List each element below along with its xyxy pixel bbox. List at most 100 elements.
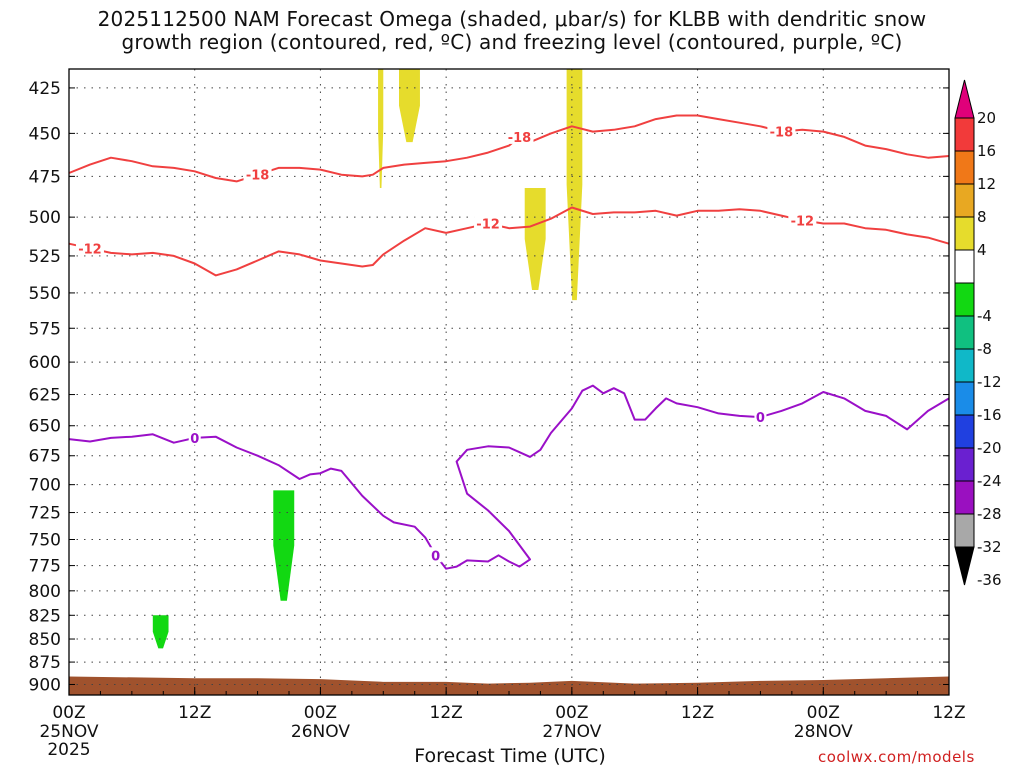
contour-line-2 <box>68 384 950 570</box>
colorbar-top-arrow <box>954 79 975 119</box>
y-tick-label: 750 <box>29 531 61 551</box>
contour-label-0-2: -18 <box>770 126 794 141</box>
y-tick-label: 800 <box>29 582 61 602</box>
contour-label-bg <box>767 123 796 139</box>
contour-lines: -18 -18 -18 -12 -12 -12 0 0 0 <box>68 114 950 570</box>
x-tick-label: 12Z <box>681 703 714 723</box>
colorbar-bottom-arrow <box>954 546 975 586</box>
colorbar-tick-label: 20 <box>977 109 996 127</box>
colorbar-bin-12 <box>954 513 975 548</box>
title-line-1: 2025112500 NAM Forecast Omega (shaded, μ… <box>97 7 927 31</box>
colorbar: 20 16 12 8 4 -4 -8 -12 -16 -20 -24 -28 -32 -36 <box>954 79 1002 589</box>
y-axis: 425 450 475 500 525 550 575 600 625 650 675 700 725 7… <box>29 79 950 695</box>
y-tick-label: 825 <box>29 606 61 626</box>
x-tick-date: 27NOV <box>542 722 601 742</box>
omega-shading <box>152 69 583 649</box>
omega-region-5 <box>152 615 169 649</box>
colorbar-tick-label: -4 <box>977 307 992 325</box>
contour-label-1-0: -12 <box>78 242 102 257</box>
x-tick-date: 25NOV <box>39 722 98 742</box>
x-tick-label: 12Z <box>178 703 211 723</box>
colorbar-tick-label: 8 <box>977 208 987 226</box>
x-tick-label: 00Z <box>52 703 85 723</box>
contour-label-0-0: -18 <box>246 169 270 184</box>
y-tick-label: 425 <box>29 79 61 99</box>
y-tick-label: 500 <box>29 208 61 228</box>
ground-area <box>69 676 949 695</box>
contour-label-bg <box>188 429 201 445</box>
y-tick-label: 650 <box>29 417 61 437</box>
omega-region-4 <box>273 490 295 601</box>
colorbar-bin-7 <box>954 348 975 383</box>
x-tick-label: 00Z <box>807 703 840 723</box>
x-tick-label: 12Z <box>430 703 463 723</box>
contour-line-1 <box>68 206 950 277</box>
y-tick-label: 475 <box>29 167 61 187</box>
y-tick-label: 875 <box>29 653 61 673</box>
y-tick-label: 900 <box>29 675 61 695</box>
colorbar-bin-9 <box>954 414 975 449</box>
colorbar-bin-3 <box>954 216 975 251</box>
x-tick-label: 00Z <box>304 703 337 723</box>
contour-label-1-1: -12 <box>476 217 500 232</box>
contour-label-bg <box>243 166 272 182</box>
contour-label-bg <box>474 215 503 231</box>
colorbar-tick-label: -28 <box>977 505 1002 523</box>
colorbar-tick-label: -8 <box>977 340 992 358</box>
colorbar-bin-8 <box>954 381 975 416</box>
x-axis-label: Forecast Time (UTC) <box>414 745 606 767</box>
contour-line-0 <box>68 114 950 183</box>
colorbar-bin-4 <box>954 249 975 284</box>
ground-terrain <box>69 676 949 695</box>
colorbar-tick-label: -36 <box>977 571 1002 589</box>
title-line-2: growth region (contoured, red, ºC) and f… <box>121 30 903 54</box>
colorbar-bin-6 <box>954 315 975 350</box>
x-tick-label: 00Z <box>555 703 588 723</box>
y-tick-label: 600 <box>29 353 61 373</box>
plot-frame <box>68 68 950 696</box>
contour-label-2-1: 0 <box>431 549 440 564</box>
colorbar-tick-label: -20 <box>977 439 1002 457</box>
y-tick-label: 550 <box>29 284 61 304</box>
y-tick-label: 775 <box>29 557 61 577</box>
contour-label-bg <box>754 409 767 425</box>
contour-label-bg <box>75 240 104 256</box>
contour-label-0-1: -18 <box>508 131 532 146</box>
grid-lines <box>68 69 950 695</box>
contour-label-bg <box>505 128 534 144</box>
y-tick-label: 450 <box>29 124 61 144</box>
contour-label-1-2: -12 <box>791 214 815 229</box>
x-tick-date: 28NOV <box>794 722 853 742</box>
y-tick-label: 850 <box>29 630 61 650</box>
chart-title: 2025112500 NAM Forecast Omega (shaded, μ… <box>0 8 1024 54</box>
contour-label-bg <box>429 547 442 563</box>
colorbar-tick-label: 12 <box>977 175 996 193</box>
colorbar-tick-label: 4 <box>977 241 987 259</box>
omega-region-3 <box>566 69 583 301</box>
colorbar-tick-label: -16 <box>977 406 1002 424</box>
omega-region-2 <box>524 187 546 291</box>
omega-region-1 <box>399 69 420 143</box>
y-tick-label: 725 <box>29 504 61 524</box>
colorbar-tick-label: 16 <box>977 142 996 160</box>
colorbar-tick-label: -24 <box>977 472 1002 490</box>
y-tick-label: 675 <box>29 447 61 467</box>
contour-label-2-0: 0 <box>190 432 199 447</box>
colorbar-bin-11 <box>954 480 975 515</box>
x-tick-label: 12Z <box>932 703 965 723</box>
colorbar-tick-label: -12 <box>977 373 1002 391</box>
colorbar-bin-2 <box>954 183 975 218</box>
colorbar-tick-label: -32 <box>977 538 1002 556</box>
y-tick-label: 700 <box>29 476 61 496</box>
credit-link[interactable]: coolwx.com/models <box>818 748 975 766</box>
contour-label-bg <box>788 212 817 228</box>
y-tick-label: 525 <box>29 247 61 267</box>
omega-region-0 <box>378 69 384 188</box>
contour-label-2-2: 0 <box>756 411 765 426</box>
x-tick-date: 26NOV <box>291 722 350 742</box>
colorbar-bin-10 <box>954 447 975 482</box>
y-tick-label: 575 <box>29 319 61 339</box>
colorbar-bin-5 <box>954 282 975 317</box>
